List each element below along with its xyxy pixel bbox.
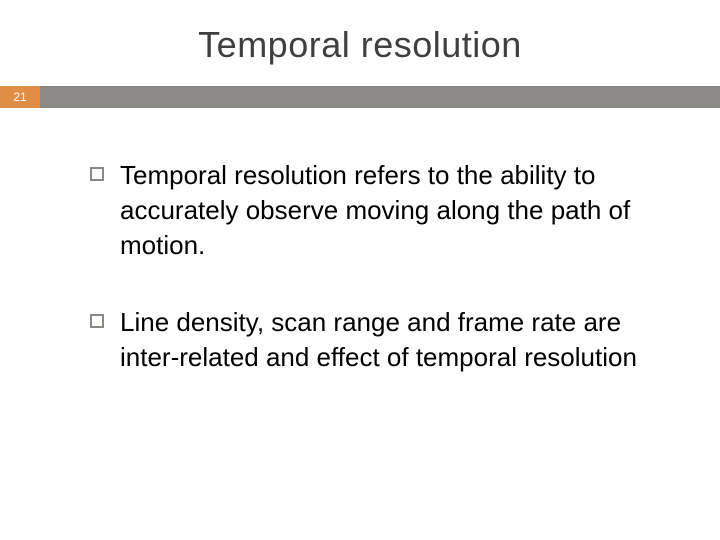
slide-title: Temporal resolution bbox=[0, 24, 720, 66]
header-bar: 21 bbox=[0, 86, 720, 108]
bullet-item: Temporal resolution refers to the abilit… bbox=[90, 158, 650, 263]
page-number: 21 bbox=[13, 90, 26, 104]
title-area: Temporal resolution bbox=[0, 0, 720, 86]
slide: Temporal resolution 21 Temporal resoluti… bbox=[0, 0, 720, 540]
bullet-text: Line density, scan range and frame rate … bbox=[120, 305, 650, 375]
bullet-marker-icon bbox=[90, 314, 104, 328]
bullet-marker-icon bbox=[90, 167, 104, 181]
bullet-item: Line density, scan range and frame rate … bbox=[90, 305, 650, 375]
bullet-text: Temporal resolution refers to the abilit… bbox=[120, 158, 650, 263]
header-bar-fill bbox=[40, 86, 720, 108]
page-number-box: 21 bbox=[0, 86, 40, 108]
content-area: Temporal resolution refers to the abilit… bbox=[0, 108, 720, 375]
